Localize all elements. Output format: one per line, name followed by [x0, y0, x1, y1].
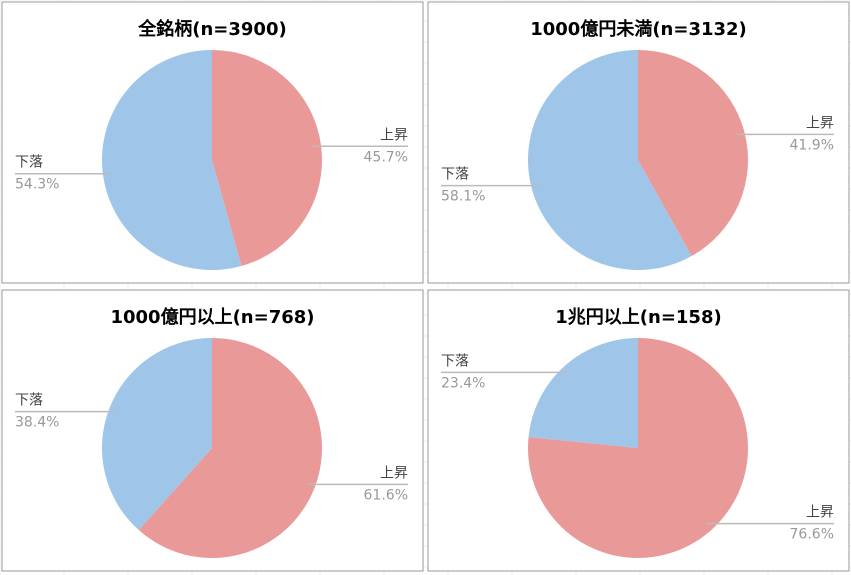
slice-value: 23.4%: [441, 375, 485, 391]
chart-title: 1兆円以上(n=158): [555, 307, 721, 328]
slice-label: 上昇: [806, 115, 834, 131]
slice-label: 下落: [15, 393, 43, 409]
pie-slice: [138, 338, 323, 558]
pie-slice: [212, 50, 322, 267]
pie-slice: [102, 338, 212, 531]
slice-label: 上昇: [806, 505, 834, 521]
slice-label: 下落: [441, 353, 469, 369]
chart-title: 全銘柄(n=3900): [137, 18, 286, 40]
chart-title: 1000億円未満(n=3132): [530, 18, 747, 40]
chart-title: 1000億円以上(n=768): [110, 306, 314, 328]
slice-label: 上昇: [380, 465, 408, 481]
slice-value: 45.7%: [364, 149, 408, 165]
slice-value: 61.6%: [364, 487, 408, 503]
pie-slice: [638, 50, 748, 257]
pie-slice: [527, 338, 748, 559]
slice-value: 38.4%: [15, 415, 59, 431]
slice-value: 54.3%: [15, 177, 59, 193]
slice-value: 41.9%: [790, 137, 834, 153]
pie-slice: [101, 50, 242, 271]
slice-label: 上昇: [380, 127, 408, 143]
slice-label: 下落: [15, 155, 43, 171]
slice-value: 58.1%: [441, 189, 485, 205]
slice-value: 76.6%: [790, 527, 834, 543]
pie-slice: [528, 50, 692, 271]
slice-label: 下落: [441, 167, 469, 183]
pie-slice: [528, 338, 638, 448]
